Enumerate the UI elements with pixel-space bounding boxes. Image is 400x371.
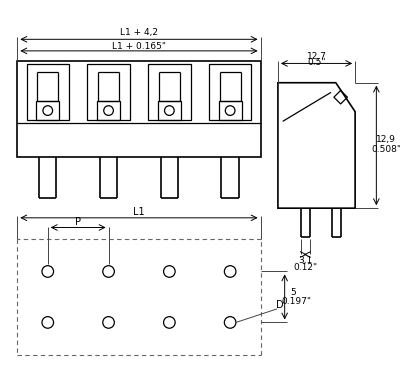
Bar [97,101,120,120]
Bar [17,60,260,157]
Text: 12,7: 12,7 [306,52,326,61]
Text: 0.5": 0.5" [307,58,326,67]
Text: L1 + 4,2: L1 + 4,2 [120,28,158,37]
Bar [209,65,251,120]
Text: 0.12": 0.12" [293,263,318,272]
Bar [158,101,181,120]
Text: L1 + 0.165": L1 + 0.165" [112,42,166,50]
Bar [26,65,69,120]
Bar [218,101,242,120]
Bar [87,65,130,120]
Polygon shape [278,83,355,208]
Text: D: D [276,300,284,310]
Text: 0.197": 0.197" [281,297,311,306]
Text: 12,9: 12,9 [376,135,396,144]
Bar [36,101,59,120]
Text: 3,1: 3,1 [298,256,312,265]
Text: L1: L1 [133,207,145,217]
Text: 5: 5 [290,288,296,297]
Text: P: P [75,217,81,227]
Bar [148,65,190,120]
Text: 0.508": 0.508" [371,145,400,154]
